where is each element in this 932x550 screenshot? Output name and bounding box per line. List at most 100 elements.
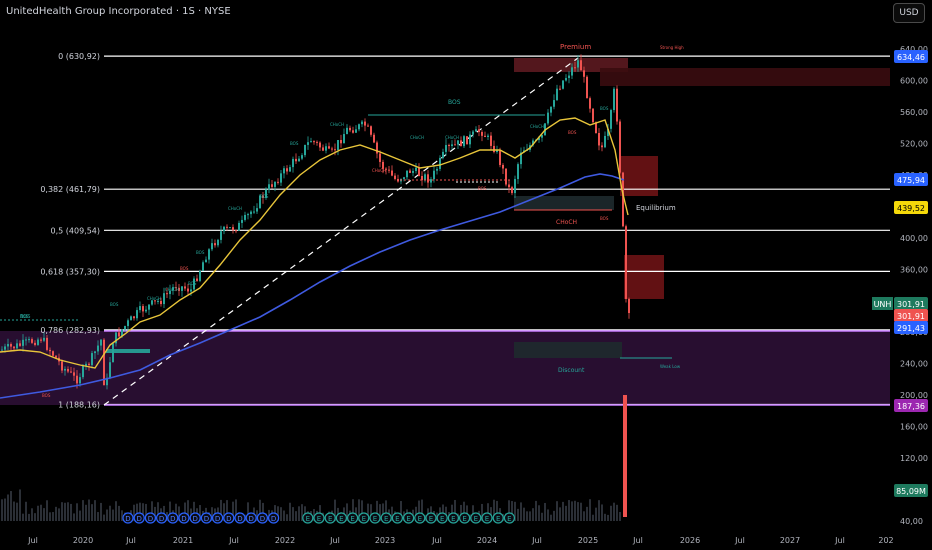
price-badge — [894, 321, 928, 334]
event-icon[interactable] — [391, 512, 403, 524]
structure-label: BOS — [478, 186, 487, 191]
event-icon[interactable] — [481, 512, 493, 524]
event-icon-letter: D — [260, 515, 265, 523]
event-icon[interactable] — [178, 512, 190, 524]
event-icon[interactable] — [403, 512, 415, 524]
candle-body — [172, 287, 174, 291]
volume-bar — [115, 501, 117, 521]
volume-bar — [580, 502, 582, 521]
event-icon-letter: E — [418, 515, 422, 523]
candle-body — [595, 122, 597, 133]
event-icon[interactable] — [347, 512, 359, 524]
event-icon[interactable] — [313, 512, 325, 524]
event-icon[interactable] — [133, 512, 145, 524]
event-icon[interactable] — [223, 512, 235, 524]
event-icon[interactable] — [358, 512, 370, 524]
candle-body — [367, 125, 369, 127]
event-icon[interactable] — [156, 512, 168, 524]
candle-body — [496, 149, 498, 153]
volume-bar — [184, 502, 186, 521]
candle-body — [190, 289, 192, 292]
x-tick-label: Jul — [228, 536, 239, 545]
volume-bar — [106, 509, 108, 521]
volume-bar — [232, 501, 234, 521]
volume-bar — [616, 504, 618, 521]
candle-body — [298, 158, 300, 162]
volume-bar — [490, 507, 492, 521]
candle-body — [7, 344, 9, 347]
event-icon[interactable] — [324, 512, 336, 524]
candle-body — [343, 134, 345, 144]
order-block-2 — [624, 255, 664, 299]
candle-body — [601, 145, 603, 148]
candle-body — [199, 270, 201, 281]
event-icon[interactable] — [122, 512, 134, 524]
event-icon[interactable] — [380, 512, 392, 524]
x-tick-label: Jul — [329, 536, 340, 545]
candle-body — [628, 298, 630, 314]
event-icon[interactable] — [492, 512, 504, 524]
event-icon[interactable] — [234, 512, 246, 524]
event-icon[interactable] — [470, 512, 482, 524]
candle-body — [376, 142, 378, 154]
volume-bar — [25, 501, 27, 521]
event-icon[interactable] — [436, 512, 448, 524]
candle-body — [175, 287, 177, 289]
volume-bar — [400, 501, 402, 521]
volume-bar — [22, 513, 24, 521]
volume-bar — [58, 508, 60, 521]
event-icon[interactable] — [256, 512, 268, 524]
candle-body — [352, 130, 354, 133]
price-badge-text: 291,43 — [897, 324, 925, 333]
event-icon[interactable] — [144, 512, 156, 524]
discount-label: Discount — [558, 367, 585, 374]
currency-button[interactable]: USD — [893, 3, 925, 23]
event-icon[interactable] — [425, 512, 437, 524]
event-icon[interactable] — [200, 512, 212, 524]
volume-bar — [376, 500, 378, 521]
y-tick-label: 120,00 — [900, 454, 928, 463]
candle-body — [493, 145, 495, 153]
event-icon[interactable] — [189, 512, 201, 524]
x-tick-label: Jul — [125, 536, 136, 545]
event-icon-letter: D — [271, 515, 276, 523]
event-icon[interactable] — [459, 512, 471, 524]
event-icon[interactable] — [414, 512, 426, 524]
event-icon[interactable] — [369, 512, 381, 524]
volume-bar — [73, 513, 75, 521]
volume-bar — [604, 513, 606, 521]
candle-body — [70, 371, 72, 373]
fib-label: 1 (188,16) — [58, 400, 100, 409]
structure-label: BOS — [568, 130, 577, 135]
event-icon[interactable] — [268, 512, 280, 524]
candle-body — [286, 168, 288, 172]
x-tick-label: Jul — [531, 536, 542, 545]
event-icon[interactable] — [503, 512, 515, 524]
volume-bar — [121, 510, 123, 521]
candle-body — [46, 337, 48, 350]
event-icon[interactable] — [302, 512, 314, 524]
volume-bar — [598, 500, 600, 521]
candle-body — [250, 211, 252, 215]
event-icon[interactable] — [447, 512, 459, 524]
candle-body — [457, 140, 459, 145]
event-icon[interactable] — [167, 512, 179, 524]
volume-bar — [67, 502, 69, 521]
volume-bar — [529, 511, 531, 521]
candle-body — [466, 136, 468, 145]
chart-title: UnitedHealth Group Incorporated · 1S · N… — [6, 6, 231, 17]
volume-bar — [592, 514, 594, 521]
candle-body — [271, 184, 273, 187]
y-tick-label: 600,00 — [900, 76, 928, 85]
event-icon[interactable] — [212, 512, 224, 524]
price-badge — [894, 399, 928, 412]
candle-body — [322, 147, 324, 151]
volume-bar — [463, 501, 465, 521]
x-tick-label: 202 — [878, 536, 893, 545]
structure-label: CHoCH — [228, 206, 242, 211]
event-icon[interactable] — [245, 512, 257, 524]
event-icon[interactable] — [335, 512, 347, 524]
volume-bar — [10, 491, 12, 521]
